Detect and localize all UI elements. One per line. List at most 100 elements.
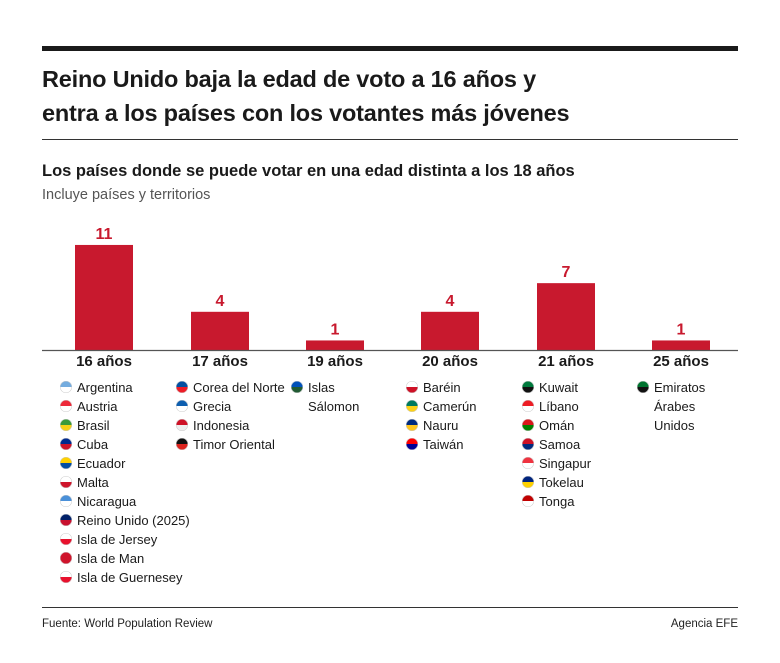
list-item: Tonga xyxy=(522,492,652,511)
list-item: Indonesia xyxy=(176,416,306,435)
flag-icon xyxy=(522,476,534,488)
flag-icon xyxy=(522,495,534,507)
list-item: Isla de Jersey xyxy=(60,530,190,549)
list-item: Nicaragua xyxy=(60,492,190,511)
bar-25-años xyxy=(652,340,710,350)
country-name: Líbano xyxy=(539,399,579,414)
bar-16-años xyxy=(75,244,133,350)
source: Fuente: World Population Review xyxy=(42,618,213,630)
list-item: Timor Oriental xyxy=(176,435,306,454)
flag-icon xyxy=(60,438,72,450)
country-name: Indonesia xyxy=(193,418,250,433)
category-label: 17 años xyxy=(192,353,248,370)
footer-divider xyxy=(42,607,738,608)
flag-icon xyxy=(522,457,534,469)
country-name: Isla de Guernesey xyxy=(77,570,183,585)
country-name: Isla de Jersey xyxy=(77,532,158,547)
country-name: Corea del Norte xyxy=(193,380,285,395)
list-item: Reino Unido (2025) xyxy=(60,511,190,530)
country-name: Baréin xyxy=(423,380,461,395)
country-name: Cuba xyxy=(77,437,109,452)
category-label: 19 años xyxy=(307,353,363,370)
flag-icon xyxy=(406,438,418,450)
list-item: Omán xyxy=(522,416,652,435)
flag-icon xyxy=(637,381,649,393)
country-list: Kuwait Líbano Omán Samoa Singapur Tokelau Tong… xyxy=(522,378,652,511)
flag-icon xyxy=(60,514,72,526)
top-rule xyxy=(42,46,738,51)
flag-icon xyxy=(60,552,72,564)
list-item: Isla de Man xyxy=(60,549,190,568)
title-line-1: Reino Unido baja la edad de voto a 16 añ… xyxy=(42,66,536,92)
country-name: Tonga xyxy=(539,494,575,509)
flag-icon xyxy=(522,400,534,412)
list-item: Kuwait xyxy=(522,378,652,397)
flag-icon xyxy=(522,381,534,393)
bar-21-años xyxy=(537,283,595,350)
country-name: Argentina xyxy=(77,380,133,395)
credit: Agencia EFE xyxy=(670,618,738,630)
list-item: Nauru xyxy=(406,416,536,435)
country-name: Nauru xyxy=(423,418,459,433)
flag-icon xyxy=(291,381,303,393)
flag-icon xyxy=(176,400,188,412)
data-label: 7 xyxy=(562,264,571,281)
data-label: 1 xyxy=(331,321,340,338)
country-name: Brasil xyxy=(77,418,110,433)
flag-icon xyxy=(406,419,418,431)
page-title: Reino Unido baja la edad de voto a 16 añ… xyxy=(42,62,742,130)
category-label: 16 años xyxy=(76,353,132,370)
country-list: Argentina Austria Brasil Cuba Ecuador Malta Ni… xyxy=(60,378,190,587)
list-item: Emiratos Árabes Unidos xyxy=(637,378,767,435)
list-item: Argentina xyxy=(60,378,190,397)
country-name: Tokelau xyxy=(539,475,584,490)
title-line-2: entra a los países con los votantes más … xyxy=(42,100,570,126)
data-label: 4 xyxy=(216,293,225,310)
flag-icon xyxy=(60,533,72,545)
country-name: Ecuador xyxy=(77,456,126,471)
data-label: 4 xyxy=(446,293,455,310)
bar-17-años xyxy=(191,311,249,350)
chart-note: Incluye países y territorios xyxy=(42,187,211,203)
flag-icon xyxy=(60,495,72,507)
country-list: Corea del Norte Grecia Indonesia Timor Orie… xyxy=(176,378,306,454)
flag-icon xyxy=(60,571,72,583)
list-item: Tokelau xyxy=(522,473,652,492)
country-name: Omán xyxy=(539,418,575,433)
list-item: Isla de Guernesey xyxy=(60,568,190,587)
list-item: Islas Sálomon xyxy=(291,378,421,416)
country-list: Baréin Camerún Nauru Taiwán xyxy=(406,378,536,454)
country-name: Taiwán xyxy=(423,437,464,452)
flag-icon xyxy=(522,438,534,450)
list-item: Malta xyxy=(60,473,190,492)
category-label: 21 años xyxy=(538,353,594,370)
country-name: Reino Unido (2025) xyxy=(77,513,190,528)
country-name: Grecia xyxy=(193,399,232,414)
chart-subtitle: Los países donde se puede votar en una e… xyxy=(42,162,575,180)
country-name: Camerún xyxy=(423,399,477,414)
data-label: 11 xyxy=(96,226,113,243)
list-item: Corea del Norte xyxy=(176,378,306,397)
country-name: Samoa xyxy=(539,437,581,452)
country-name: Emiratos Árabes Unidos xyxy=(654,380,706,433)
country-name: Nicaragua xyxy=(77,494,137,509)
country-name: Singapur xyxy=(539,456,592,471)
flag-icon xyxy=(60,400,72,412)
list-item: Brasil xyxy=(60,416,190,435)
title-divider xyxy=(42,139,738,140)
country-name: Timor Oriental xyxy=(193,437,275,452)
list-item: Austria xyxy=(60,397,190,416)
flag-icon xyxy=(60,476,72,488)
country-name: Kuwait xyxy=(539,380,579,395)
country-name: Austria xyxy=(77,399,118,414)
list-item: Camerún xyxy=(406,397,536,416)
country-name: Malta xyxy=(77,475,109,490)
flag-icon xyxy=(176,438,188,450)
list-item: Taiwán xyxy=(406,435,536,454)
flag-icon xyxy=(60,419,72,431)
bar-20-años xyxy=(421,311,479,350)
country-name: Isla de Man xyxy=(77,551,145,566)
country-name: Islas Sálomon xyxy=(308,380,360,414)
list-item: Líbano xyxy=(522,397,652,416)
list-item: Singapur xyxy=(522,454,652,473)
